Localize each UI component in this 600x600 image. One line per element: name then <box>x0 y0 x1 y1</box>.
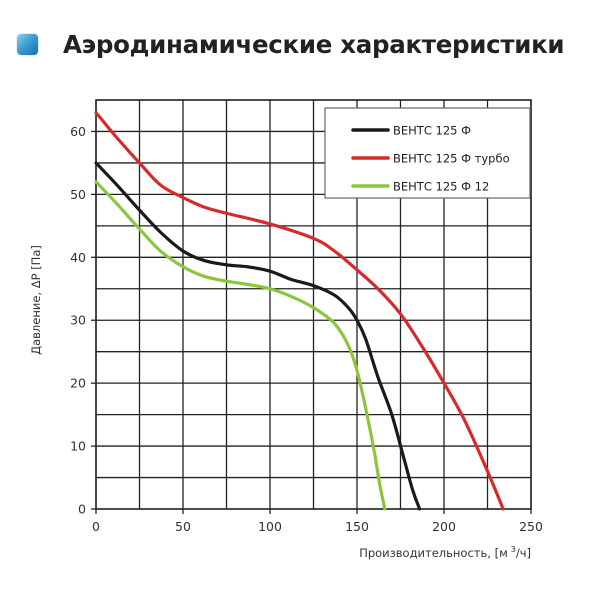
y-tick-label: 30 <box>70 313 86 328</box>
y-tick-label: 20 <box>70 376 86 391</box>
y-tick-label: 50 <box>70 187 86 202</box>
chart-curves <box>94 110 505 511</box>
x-tick-label: 100 <box>258 519 282 534</box>
y-tick-label: 0 <box>78 502 86 517</box>
x-tick-label: 150 <box>345 519 369 534</box>
legend-box <box>324 107 531 199</box>
y-axis-label: Давление, ΔP [Па] <box>29 245 43 355</box>
x-tick-label: 0 <box>92 519 100 534</box>
chart-axes: 0 50 100 150 200 250 0 10 20 30 40 50 60 <box>70 124 543 534</box>
legend-label: ВЕНТС 125 Ф 12 <box>393 180 489 194</box>
page-title: Аэродинамические характеристики <box>63 30 565 59</box>
header: Аэродинамические характеристики <box>17 30 565 59</box>
y-tick-label: 60 <box>70 124 86 139</box>
x-axis-label: Производительность, [м 3/ч] <box>359 545 531 560</box>
x-tick-label: 200 <box>432 519 456 534</box>
chart-legend: ВЕНТС 125 Ф ВЕНТС 125 Ф турбо ВЕНТС 125 Ф … <box>324 107 531 199</box>
series-line-0 <box>94 161 422 511</box>
y-tick-label: 40 <box>70 250 86 265</box>
x-tick-label: 250 <box>519 519 543 534</box>
legend-label: ВЕНТС 125 Ф турбо <box>393 152 510 166</box>
y-tick-label: 10 <box>70 439 86 454</box>
legend-label: ВЕНТС 125 Ф <box>393 124 471 138</box>
series-line-2 <box>94 180 387 511</box>
blue-square-icon <box>17 34 38 55</box>
series-line-1 <box>94 110 505 511</box>
x-tick-label: 50 <box>175 519 191 534</box>
